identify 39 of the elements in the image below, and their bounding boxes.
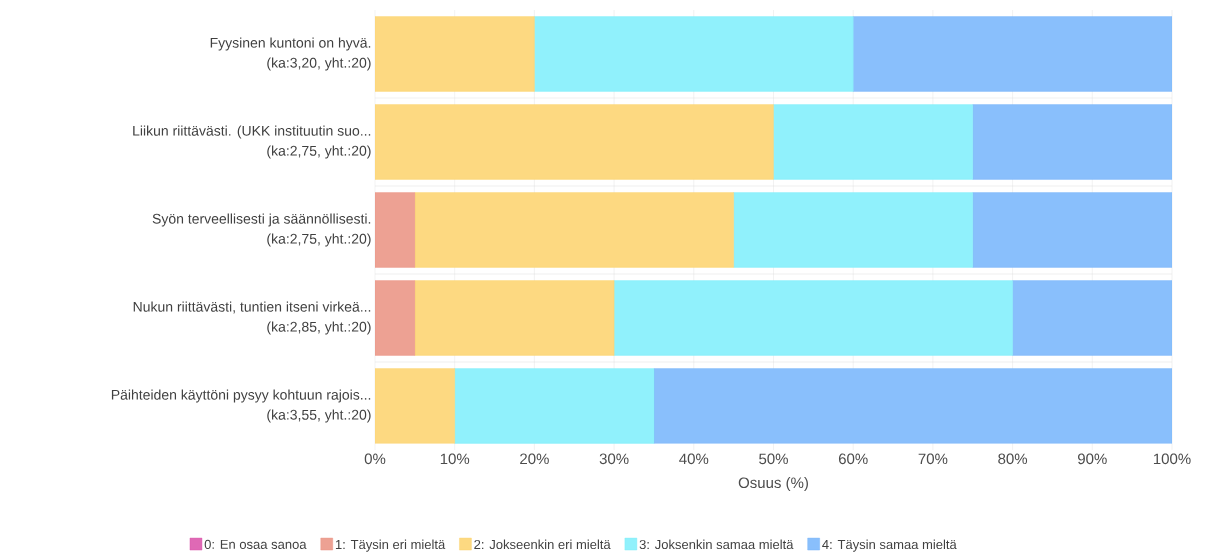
x-tick-label: 60% bbox=[838, 453, 868, 465]
bar bbox=[972, 104, 1172, 180]
x-tick-label: 40% bbox=[679, 453, 709, 465]
bar bbox=[773, 104, 973, 180]
y-tick-label: Syön terveellisesti ja säännöllisesti. (ka:2,75, yht.:20) bbox=[152, 213, 371, 247]
y-tick-label: Fyysinen kuntoni on hyvä. (ka:3,20, yht.:20) bbox=[210, 37, 371, 71]
x-tick-label: 50% bbox=[759, 453, 788, 465]
x-tick-label: 10% bbox=[440, 453, 470, 465]
bar bbox=[534, 16, 854, 92]
bar bbox=[375, 104, 774, 180]
bar bbox=[375, 16, 535, 92]
bar bbox=[613, 280, 1013, 356]
legend-label: 4: Täysin samaa mieltä bbox=[822, 539, 957, 552]
bar bbox=[375, 368, 455, 444]
x-tick-label: 100% bbox=[1153, 453, 1191, 465]
bar bbox=[972, 192, 1172, 268]
bar bbox=[414, 192, 734, 268]
y-tick-label: Liikun riittävästi. (UKK instituutin suo... (ka:2,75, yht.:20) bbox=[133, 125, 371, 159]
bar bbox=[375, 280, 416, 356]
x-axis-title: Osuus (%) bbox=[738, 477, 808, 491]
x-tick-label: 0% bbox=[364, 453, 386, 465]
bar bbox=[414, 280, 615, 356]
bar bbox=[375, 192, 416, 268]
legend-label: 0: En osaa sanoa bbox=[204, 539, 307, 549]
y-tick-label: Päihteiden käyttöni pysyy kohtuun rajois... (ka:3,55, yht.:20) bbox=[111, 389, 371, 423]
bar bbox=[1012, 280, 1172, 356]
x-tick-label: 80% bbox=[998, 453, 1028, 465]
y-tick-label: Nukun riittävästi, tuntien itseni virkeä... (ka:2,85, yht.:20) bbox=[133, 301, 371, 335]
legend-label: 1: Täysin eri mieltä bbox=[335, 539, 446, 552]
x-tick-label: 30% bbox=[599, 453, 629, 465]
bar bbox=[853, 16, 1172, 92]
bar bbox=[454, 368, 655, 444]
legend-label: 2: Jokseenkin eri mieltä bbox=[474, 539, 611, 550]
x-tick-label: 20% bbox=[520, 453, 549, 465]
bar bbox=[733, 192, 973, 268]
x-tick-label: 90% bbox=[1077, 453, 1107, 465]
x-tick-label: 70% bbox=[918, 453, 948, 465]
bar bbox=[653, 368, 1172, 444]
legend-label: 3: Joksenkin samaa mieltä bbox=[639, 539, 794, 550]
